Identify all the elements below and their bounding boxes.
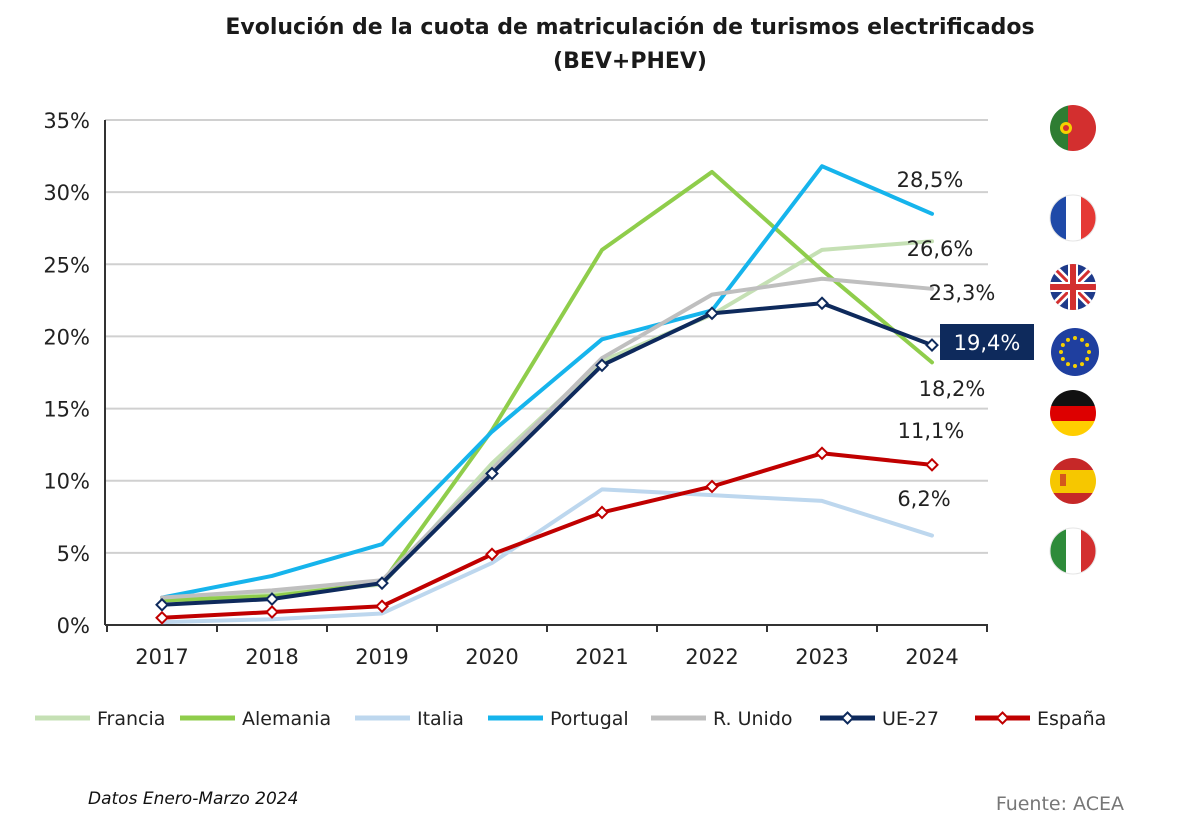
x-tick-label: 2020 — [465, 645, 518, 669]
portugal-flag-icon — [1050, 105, 1096, 151]
data-point — [705, 306, 719, 321]
legend-label: Alemania — [242, 708, 331, 730]
legend-item: Alemania — [180, 708, 331, 730]
eu-star — [1066, 362, 1070, 367]
chart-subtitle: (BEV+PHEV) — [553, 49, 707, 74]
data-point — [375, 599, 389, 614]
end-value-labels: 26,6% 18,2% 6,2% 28,5% 23,3% 19,4% 11,1% — [897, 168, 1034, 511]
end-value-label: 23,3% — [929, 281, 996, 305]
eu-star — [1087, 350, 1091, 354]
axes: 0% 5% 10% 15% 20% 25% 30% 35% 2017 2018 2019 2020 20… — [43, 109, 988, 669]
uk-flag-icon — [1050, 264, 1096, 310]
y-tick-label: 5% — [57, 542, 90, 566]
data-point — [705, 479, 719, 494]
france-flag-icon — [1049, 194, 1097, 242]
eu-star — [1066, 337, 1070, 342]
legend-label: UE-27 — [882, 708, 939, 730]
data-point — [265, 592, 279, 606]
end-value-label: 18,2% — [919, 377, 986, 401]
legend-item: Portugal — [488, 708, 629, 730]
x-tick-label: 2023 — [795, 645, 848, 669]
legend-item: UE-27 — [820, 708, 939, 730]
eu-star — [1060, 343, 1065, 347]
data-point — [155, 610, 169, 625]
series-line-ue-27 — [160, 301, 934, 607]
legend-item: España — [975, 708, 1106, 730]
end-value-label: 19,4% — [954, 331, 1021, 355]
y-tick-label: 0% — [57, 614, 90, 638]
legend-marker — [995, 711, 1010, 725]
data-point — [595, 358, 609, 373]
data-period-note: Datos Enero-Marzo 2024 — [88, 789, 298, 809]
x-tick-label: 2017 — [135, 645, 188, 669]
y-tick-label: 10% — [43, 470, 90, 494]
eu-star — [1073, 336, 1077, 340]
series-line-italia — [160, 487, 934, 625]
legend: Francia Alemania Italia Portugal R. Unido UE-… — [35, 708, 1106, 730]
legend-label: Portugal — [550, 708, 629, 730]
data-point — [925, 457, 939, 472]
data-point — [485, 547, 499, 562]
x-tick-label: 2018 — [245, 645, 298, 669]
legend-label: Francia — [97, 708, 165, 730]
y-tick-label: 35% — [43, 109, 90, 133]
legend-item: Francia — [35, 708, 165, 730]
series-line-alemania — [160, 169, 934, 603]
legend-label: España — [1037, 708, 1106, 730]
series-lines — [155, 164, 939, 625]
eu-star — [1059, 350, 1063, 354]
legend-marker — [840, 711, 855, 725]
germany-flag-icon — [1050, 390, 1096, 436]
italy-flag-icon — [1049, 527, 1097, 575]
eu-star — [1085, 343, 1090, 347]
series-line-portugal — [160, 164, 934, 600]
eu-flag-icon — [1051, 328, 1099, 376]
legend-item: Italia — [355, 708, 464, 730]
x-tick-label: 2022 — [685, 645, 738, 669]
data-point — [155, 597, 169, 612]
data-point — [265, 605, 279, 619]
end-value-label: 28,5% — [897, 168, 964, 192]
eu-star — [1073, 364, 1077, 368]
eu-star — [1080, 337, 1084, 342]
source-note: Fuente: ACEA — [996, 793, 1124, 815]
end-value-label: 11,1% — [898, 419, 965, 443]
series-line-espa-a — [160, 451, 934, 620]
series-line-r-unido — [160, 276, 934, 600]
eu-star — [1085, 357, 1090, 361]
x-tick-label: 2024 — [905, 645, 958, 669]
spain-flag-icon — [1050, 458, 1096, 504]
end-label-highlight — [940, 324, 1034, 360]
end-value-label: 6,2% — [897, 487, 950, 511]
eu-stars — [1059, 336, 1091, 368]
data-point — [375, 576, 389, 591]
legend-label: Italia — [417, 708, 464, 730]
data-point — [925, 338, 939, 352]
chart-title: Evolución de la cuota de matriculación d… — [225, 15, 1034, 40]
y-tick-label: 20% — [43, 325, 90, 349]
legend-item: R. Unido — [651, 708, 793, 730]
data-point — [485, 466, 499, 481]
x-tick-label: 2021 — [575, 645, 628, 669]
y-tick-label: 15% — [43, 398, 90, 422]
data-point — [815, 446, 829, 461]
y-tick-label: 30% — [43, 181, 90, 205]
y-tick-label: 25% — [43, 253, 90, 277]
gridlines — [105, 119, 988, 554]
data-point — [815, 296, 829, 311]
x-tick-label: 2019 — [355, 645, 408, 669]
end-value-label: 26,6% — [907, 237, 974, 261]
legend-label: R. Unido — [713, 708, 793, 730]
eu-star — [1080, 362, 1084, 367]
eu-star — [1060, 357, 1065, 361]
data-point — [595, 505, 609, 520]
